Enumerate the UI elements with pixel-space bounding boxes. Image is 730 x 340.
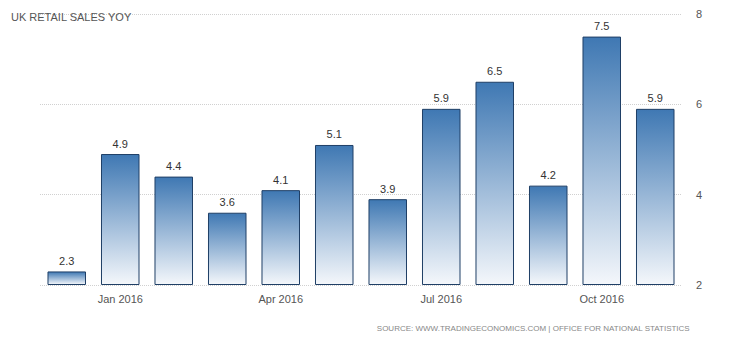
svg-text:8: 8 — [696, 8, 702, 20]
svg-text:7.5: 7.5 — [594, 20, 609, 32]
svg-text:4: 4 — [696, 189, 702, 201]
svg-text:3.6: 3.6 — [220, 196, 235, 208]
svg-text:2.3: 2.3 — [59, 255, 74, 267]
svg-text:4.1: 4.1 — [273, 174, 288, 186]
svg-text:5.9: 5.9 — [434, 92, 449, 104]
svg-text:3.9: 3.9 — [380, 183, 395, 195]
svg-text:Apr 2016: Apr 2016 — [258, 293, 303, 305]
svg-text:SOURCE: WWW.TRADINGECONOMICS.C: SOURCE: WWW.TRADINGECONOMICS.COM | OFFIC… — [377, 324, 690, 333]
svg-text:4.4: 4.4 — [166, 160, 181, 172]
svg-text:2: 2 — [696, 279, 702, 291]
svg-text:Jul 2016: Jul 2016 — [420, 293, 462, 305]
svg-text:6: 6 — [696, 98, 702, 110]
svg-text:Jan 2016: Jan 2016 — [98, 293, 143, 305]
svg-text:5.9: 5.9 — [648, 92, 663, 104]
svg-text:4.2: 4.2 — [541, 169, 556, 181]
svg-text:UK RETAIL SALES YOY: UK RETAIL SALES YOY — [11, 11, 132, 23]
svg-text:Oct 2016: Oct 2016 — [579, 293, 624, 305]
svg-text:5.1: 5.1 — [327, 128, 342, 140]
svg-text:6.5: 6.5 — [487, 65, 502, 77]
svg-text:4.9: 4.9 — [113, 138, 128, 150]
